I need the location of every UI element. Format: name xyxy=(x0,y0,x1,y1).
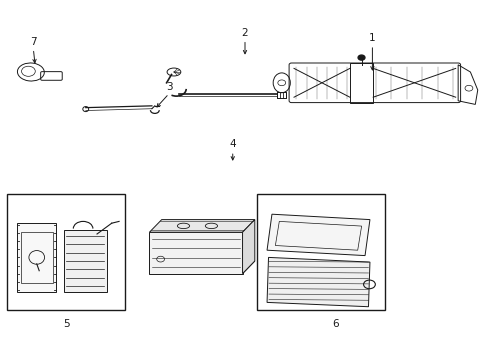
Bar xyxy=(64,230,107,292)
Polygon shape xyxy=(267,214,370,256)
Bar xyxy=(257,194,385,310)
Polygon shape xyxy=(243,220,255,274)
Bar xyxy=(149,232,243,274)
Polygon shape xyxy=(17,223,56,292)
Bar xyxy=(277,92,286,98)
Text: 5: 5 xyxy=(63,319,70,329)
Text: 2: 2 xyxy=(242,28,248,38)
Text: 6: 6 xyxy=(332,319,339,329)
Text: 7: 7 xyxy=(30,37,37,47)
Text: 4: 4 xyxy=(229,139,236,149)
Bar xyxy=(350,63,373,103)
Polygon shape xyxy=(267,257,370,307)
Polygon shape xyxy=(149,261,255,274)
Text: 3: 3 xyxy=(166,82,172,92)
Bar xyxy=(7,194,125,310)
Polygon shape xyxy=(149,220,255,232)
Text: 1: 1 xyxy=(369,33,376,43)
Circle shape xyxy=(358,55,365,60)
Bar xyxy=(21,232,53,283)
